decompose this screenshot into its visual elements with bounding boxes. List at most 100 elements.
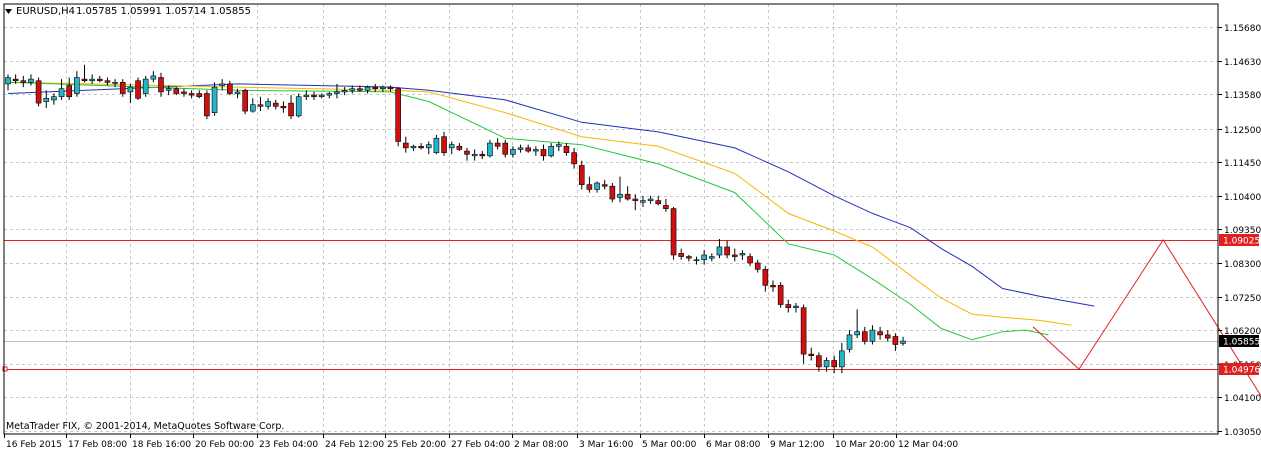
candle xyxy=(747,253,753,267)
candle xyxy=(158,72,164,97)
candle xyxy=(250,98,256,113)
price-label: 1.05855 xyxy=(1223,338,1260,348)
candle xyxy=(548,143,554,158)
candle-body xyxy=(89,78,95,82)
candle-body xyxy=(158,77,164,93)
candle-body xyxy=(204,93,210,117)
candle-body xyxy=(471,153,478,157)
y-tick-label: 1.03050 xyxy=(1224,428,1261,438)
candle xyxy=(517,144,524,153)
candle-body xyxy=(624,193,631,200)
candle-body xyxy=(311,94,317,98)
candle-body xyxy=(433,137,440,153)
candle xyxy=(127,83,134,104)
ma-fast-line xyxy=(7,81,1049,341)
candle-body xyxy=(601,184,608,187)
y-tick-label: 1.14630 xyxy=(1224,58,1261,68)
candle-body xyxy=(142,78,149,94)
zigzag-projection xyxy=(1032,238,1261,397)
candle-body xyxy=(739,253,746,256)
candle-body xyxy=(892,336,899,345)
candle-body xyxy=(456,145,463,150)
candle-body xyxy=(808,353,815,356)
candle-body xyxy=(663,205,669,209)
candle-body xyxy=(28,78,34,83)
candle xyxy=(571,147,577,169)
candle-body xyxy=(839,350,845,368)
candle xyxy=(678,248,685,260)
candle-body xyxy=(119,82,126,94)
candle xyxy=(617,176,623,203)
candle xyxy=(670,207,677,260)
price-labels: 1.09025 1.05855 1.04976 xyxy=(1219,234,1260,376)
candle xyxy=(311,91,317,100)
candle-body xyxy=(831,360,838,368)
x-tick-label: 12 Mar 04:00 xyxy=(898,440,958,450)
candle-body xyxy=(272,102,279,107)
candle xyxy=(884,330,891,342)
candle xyxy=(364,85,371,94)
ohlc-values: 1.05785 1.05991 1.05714 1.05855 xyxy=(76,6,251,17)
candle xyxy=(861,326,868,345)
candle-body xyxy=(104,80,111,83)
candle-body xyxy=(487,142,493,157)
candle-body xyxy=(800,307,807,355)
candle-body xyxy=(165,88,172,91)
candle xyxy=(823,357,830,372)
x-tick-label: 10 Mar 20:00 xyxy=(835,440,895,450)
candle-body xyxy=(242,90,248,112)
candle-body xyxy=(326,93,333,96)
candle-body xyxy=(402,142,409,149)
candle-body xyxy=(448,144,455,149)
candle xyxy=(808,347,815,361)
y-tick-label: 1.11450 xyxy=(1224,159,1261,169)
candle-body xyxy=(211,86,218,113)
y-tick-label: 1.15680 xyxy=(1224,24,1261,34)
candle xyxy=(877,326,883,340)
y-tick-label: 1.10400 xyxy=(1224,193,1261,203)
level-anchor xyxy=(2,366,8,372)
candle xyxy=(142,75,149,97)
y-tick-label: 1.07250 xyxy=(1224,294,1261,304)
candle-body xyxy=(20,80,27,83)
candle-body xyxy=(334,91,340,94)
candle xyxy=(395,87,401,147)
candle xyxy=(846,330,853,353)
candle xyxy=(74,71,80,97)
x-tick-label: 24 Feb 12:00 xyxy=(325,440,384,450)
candle xyxy=(731,248,738,262)
candle-body xyxy=(234,91,241,94)
candle-body xyxy=(517,147,524,150)
candle-body xyxy=(219,83,225,86)
candle xyxy=(104,77,111,86)
candle xyxy=(708,253,715,262)
candle-body xyxy=(754,262,761,270)
x-tick-label: 2 Mar 08:00 xyxy=(514,440,569,450)
candle-body xyxy=(854,331,860,336)
candle xyxy=(716,238,723,259)
candle xyxy=(318,93,325,99)
candle xyxy=(724,240,730,259)
zigzag-line xyxy=(1032,238,1261,397)
candle-body xyxy=(188,93,195,96)
candle-body xyxy=(708,256,715,259)
candle xyxy=(441,131,447,156)
candle xyxy=(150,71,157,83)
candle xyxy=(448,141,455,155)
x-tick-label: 3 Mar 16:00 xyxy=(579,440,634,450)
candle xyxy=(326,91,333,99)
candle xyxy=(686,254,692,262)
candle-body xyxy=(112,82,118,84)
y-tick-label: 1.04100 xyxy=(1224,394,1261,404)
candle-body xyxy=(66,85,72,98)
x-tick-label: 23 Feb 04:00 xyxy=(259,440,318,450)
x-tick-label: 27 Feb 04:00 xyxy=(451,440,510,450)
ma-mid-line xyxy=(7,81,1072,326)
candle-body xyxy=(372,86,379,90)
candle-body xyxy=(410,145,417,149)
candle xyxy=(196,90,203,99)
candle xyxy=(892,333,899,351)
moving-averages xyxy=(7,81,1095,341)
